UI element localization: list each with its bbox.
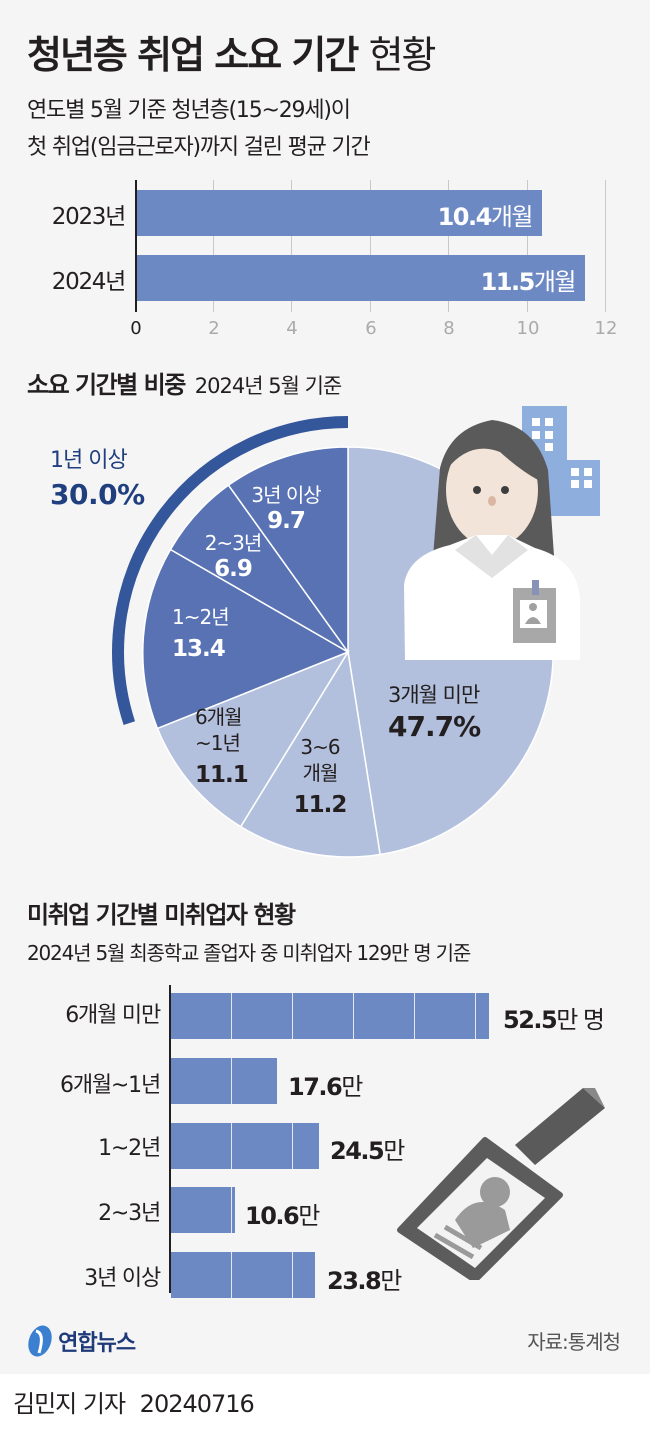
id-badge-illustration (397, 1088, 605, 1280)
infographic-panel: 청년층 취업 소요 기간 현황 연도별 5월 기준 청년층(15~29세)이 첫… (27, 24, 621, 1359)
gridline (213, 180, 214, 312)
slice-label-1-2-years: 1~2년 13.4 (172, 604, 252, 662)
hbar-label: 1~2년 (98, 1136, 161, 1161)
group-arc-over-1-year (112, 416, 349, 725)
yonhap-logo: 연합뉴스 (27, 1323, 136, 1359)
x-tick: 12 (594, 318, 618, 339)
reporter-name: 김민지 기자 (13, 1390, 126, 1418)
value-unit: 만 명 (556, 1006, 605, 1034)
byline: 김민지 기자 20240716 (13, 1384, 255, 1419)
hbar-6-months-1-year (171, 1058, 277, 1104)
x-tick: 2 (208, 318, 220, 339)
value-unit: 개월 (533, 268, 577, 296)
hbar-over-3-years (171, 1252, 315, 1298)
hbar-under-6-months (171, 993, 489, 1039)
x-tick: 8 (443, 318, 455, 339)
slice-over-3-years (227, 446, 349, 655)
gridline (605, 180, 606, 312)
slice-label-under-3-months: 3개월 미만 47.7% (388, 682, 481, 743)
slice-label-over-3-years: 3년 이상 9.7 (228, 482, 344, 534)
value-number: 10.4 (437, 203, 493, 231)
slice-value: 13.4 (172, 636, 226, 662)
slice-value: 11.2 (293, 792, 348, 818)
hbar-label: 6개월~1년 (60, 1073, 161, 1098)
title-light: 현황 (368, 33, 437, 77)
x-tick: 0 (130, 318, 142, 339)
x-tick: 6 (365, 318, 377, 339)
value-unit: 만 (341, 1073, 363, 1101)
y-axis (135, 180, 137, 312)
gridline (370, 180, 371, 312)
y-axis (169, 985, 171, 1293)
value-unit: 만 (383, 1137, 405, 1165)
yonhap-logo-icon (28, 1325, 52, 1357)
slice-6-months-1-year (156, 650, 350, 828)
hbar-label: 3년 이상 (84, 1266, 161, 1291)
bar-label-2024: 2024년 (51, 269, 127, 295)
publish-date: 20240716 (139, 1390, 255, 1418)
title-bold: 청년층 취업 소요 기간 (27, 33, 359, 77)
gridline (448, 180, 449, 312)
slice-value: 47.7% (388, 710, 481, 743)
hbar-1-2-years (171, 1123, 319, 1169)
x-tick: 4 (286, 318, 298, 339)
slice-name: 2~3년 (204, 531, 263, 555)
value-number: 23.8 (327, 1267, 382, 1295)
slice-label-2-3-years: 2~3년 6.9 (188, 530, 278, 582)
slice-value: 6.9 (214, 556, 253, 582)
slice-name: 3개월 미만 (388, 683, 480, 707)
bar-2023 (136, 190, 542, 236)
slice-name-line-1: 6개월 (195, 705, 243, 729)
slice-name: 3년 이상 (251, 483, 321, 507)
section-subtitle-text: 2024년 5월 기준 (194, 374, 342, 398)
slice-3-6-months (239, 649, 381, 858)
group-label: 1년 이상 (50, 448, 128, 473)
slice-value: 9.7 (267, 508, 306, 534)
slice-label-6-months-1-year: 6개월 ~1년 11.1 (195, 704, 265, 788)
value-number: 52.5 (503, 1006, 558, 1034)
slice-label-3-6-months: 3~6 개월 11.2 (290, 734, 350, 818)
gridline (527, 180, 528, 312)
logo-text: 연합뉴스 (58, 1331, 136, 1356)
gridline (291, 180, 292, 312)
value-unit: 만 (298, 1202, 320, 1230)
bar-value-2024: 11.5개월 (420, 262, 577, 297)
hbar-2-3-years (171, 1187, 235, 1233)
hbar-label: 2~3년 (98, 1201, 161, 1226)
section-title-text: 소요 기간별 비중 (27, 371, 186, 399)
slice-value: 11.1 (195, 762, 249, 788)
hbar-label: 6개월 미만 (65, 1003, 161, 1028)
slice-name: 1~2년 (172, 605, 230, 629)
bar-2024 (136, 255, 585, 301)
page-subtitle: 연도별 5월 기준 청년층(15~29세)이 첫 취업(임금근로자)까지 걸린 … (27, 92, 371, 166)
group-value: 30.0% (50, 478, 145, 511)
bar-label-2023: 2023년 (51, 204, 127, 230)
value-unit: 개월 (490, 203, 534, 231)
source-text: 자료:통계청 (527, 1330, 621, 1354)
slice-name-line-1: 3~6 (300, 735, 340, 759)
slice-1-2-years (142, 548, 350, 730)
value-number: 10.6 (245, 1202, 300, 1230)
page-title: 청년층 취업 소요 기간 현황 (27, 24, 437, 79)
hbar-value: 10.6만 (245, 1196, 320, 1231)
subtitle-line-2: 첫 취업(임금근로자)까지 걸린 평균 기간 (27, 135, 371, 160)
slice-name-line-2: 개월 (302, 761, 339, 785)
pie-section-title: 소요 기간별 비중 2024년 5월 기준 (27, 365, 342, 400)
hbar-value: 24.5만 (330, 1131, 405, 1166)
hbar-value: 17.6만 (288, 1067, 363, 1102)
subtitle-line-1: 연도별 5월 기준 청년층(15~29세)이 (27, 98, 351, 123)
hbar-value: 52.5만 명 (503, 1000, 605, 1035)
hbar-section-title: 미취업 기간별 미취업자 현황 (27, 901, 296, 929)
value-number: 24.5 (330, 1137, 385, 1165)
x-tick: 10 (516, 318, 540, 339)
value-number: 11.5 (480, 268, 536, 296)
hbar-section-subtitle: 2024년 5월 최종학교 졸업자 중 미취업자 129만 명 기준 (27, 941, 471, 965)
value-unit: 만 (380, 1267, 402, 1295)
pie-chart (112, 406, 600, 858)
value-number: 17.6 (288, 1073, 343, 1101)
bar-value-2023: 10.4개월 (380, 197, 534, 232)
hbar-value: 23.8만 (327, 1261, 402, 1296)
slice-name-line-2: ~1년 (195, 731, 241, 755)
office-worker-illustration (404, 420, 580, 660)
